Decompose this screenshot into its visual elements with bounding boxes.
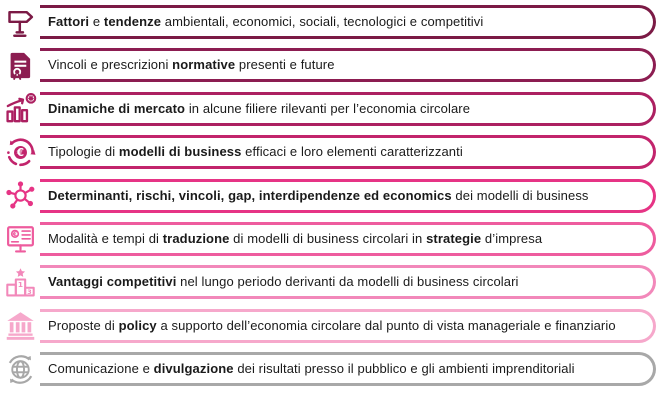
svg-text:1: 1 xyxy=(17,280,22,289)
svg-text:3: 3 xyxy=(27,289,31,296)
objective-text-regular: a supporto dell’economia circolare dal p… xyxy=(156,317,616,333)
signpost-icon xyxy=(0,5,40,39)
list-item: Fattori e tendenze ambientali, economici… xyxy=(0,5,660,39)
objective-text-bold: policy xyxy=(118,317,157,333)
objective-box: Determinanti, rischi, vincoli, gap, inte… xyxy=(40,178,656,213)
objective-text-regular: di modelli di business circolari in xyxy=(229,230,427,246)
list-item: Comunicazione e divulgazione dei risulta… xyxy=(0,352,660,387)
objective-text-bold: modelli di business xyxy=(118,144,242,160)
objective-text: Vantaggi competitivi nel lungo periodo d… xyxy=(48,275,519,289)
objective-text-bold: Dinamiche di mercato xyxy=(48,100,186,116)
objective-text-bold: traduzione xyxy=(162,230,230,246)
network-icon xyxy=(0,179,40,213)
objective-text-regular: Vincoli e prescrizioni xyxy=(48,57,173,73)
objective-box: Vantaggi competitivi nel lungo periodo d… xyxy=(40,265,656,300)
objective-text-bold: divulgazione xyxy=(153,361,234,377)
objective-box: Fattori e tendenze ambientali, economici… xyxy=(40,5,656,39)
objective-text-bold: Determinanti, rischi, vincoli, gap, inte… xyxy=(48,187,452,203)
objective-text-regular: dei modelli di business xyxy=(451,187,589,203)
objective-text-regular: Proposte di xyxy=(48,317,119,333)
svg-text:€: € xyxy=(11,231,16,238)
objective-text-regular: nel lungo periodo derivanti da modelli d… xyxy=(176,274,519,290)
svg-text:€: € xyxy=(15,147,23,159)
objective-text-bold: Fattori xyxy=(48,14,90,29)
list-item: Determinanti, rischi, vincoli, gap, inte… xyxy=(0,178,660,213)
objective-text-bold: strategie xyxy=(426,230,482,246)
objective-text-regular: e xyxy=(89,14,104,29)
objective-box: Tipologie di modelli di business efficac… xyxy=(40,135,656,170)
objective-text-bold: Vantaggi competitivi xyxy=(48,274,177,290)
objective-box: Dinamiche di mercato in alcune filiere r… xyxy=(40,91,656,126)
list-item: € Modalità e tempi di traduzione di mode… xyxy=(0,221,660,256)
circular-euro-icon: € xyxy=(0,135,40,169)
objective-text-regular: presenti e future xyxy=(235,57,335,73)
objective-text: Tipologie di modelli di business efficac… xyxy=(48,145,463,159)
objective-box: Vincoli e prescrizioni normative present… xyxy=(40,48,656,83)
objective-text-regular: in alcune filiere rilevanti per l’econom… xyxy=(185,100,471,116)
objective-box: Proposte di policy a supporto dell’econo… xyxy=(40,308,656,343)
objective-text-regular: Tipologie di xyxy=(48,144,119,160)
objective-text-regular: d’impresa xyxy=(481,230,543,246)
objective-text-bold: normative xyxy=(172,57,236,73)
list-item: Dinamiche di mercato in alcune filiere r… xyxy=(0,91,660,126)
objective-text-bold: tendenze xyxy=(103,14,162,29)
globe-recycle-icon xyxy=(0,352,40,386)
objective-text: Modalità e tempi di traduzione di modell… xyxy=(48,230,543,246)
objective-text: Fattori e tendenze ambientali, economici… xyxy=(48,15,483,29)
objective-text-regular: efficaci e loro elementi caratterizzanti xyxy=(241,144,463,160)
objectives-list: Fattori e tendenze ambientali, economici… xyxy=(0,5,660,387)
presentation-euro-icon: € xyxy=(0,222,40,256)
objective-text: Dinamiche di mercato in alcune filiere r… xyxy=(48,100,471,116)
objective-text-regular: dei risultati presso il pubblico e gli a… xyxy=(233,361,575,377)
bar-chart-growth-icon xyxy=(0,92,40,126)
objective-text: Proposte di policy a supporto dell’econo… xyxy=(48,317,616,333)
certificate-icon xyxy=(0,48,40,82)
objective-box: Modalità e tempi di traduzione di modell… xyxy=(40,221,656,256)
objective-text: Comunicazione e divulgazione dei risulta… xyxy=(48,362,575,376)
list-item: € Tipologie di modelli di business effic… xyxy=(0,135,660,170)
objective-text-regular: Modalità e tempi di xyxy=(48,230,163,246)
list-item: Vincoli e prescrizioni normative present… xyxy=(0,48,660,83)
objective-text-regular: ambientali, economici, sociali, tecnolog… xyxy=(161,14,484,29)
objective-text: Determinanti, rischi, vincoli, gap, inte… xyxy=(48,187,589,203)
objective-box: Comunicazione e divulgazione dei risulta… xyxy=(40,352,656,387)
list-item: Proposte di policy a supporto dell’econo… xyxy=(0,308,660,343)
bank-icon xyxy=(0,309,40,343)
objective-text: Vincoli e prescrizioni normative present… xyxy=(48,58,335,72)
objective-text-regular: Comunicazione e xyxy=(48,361,154,377)
